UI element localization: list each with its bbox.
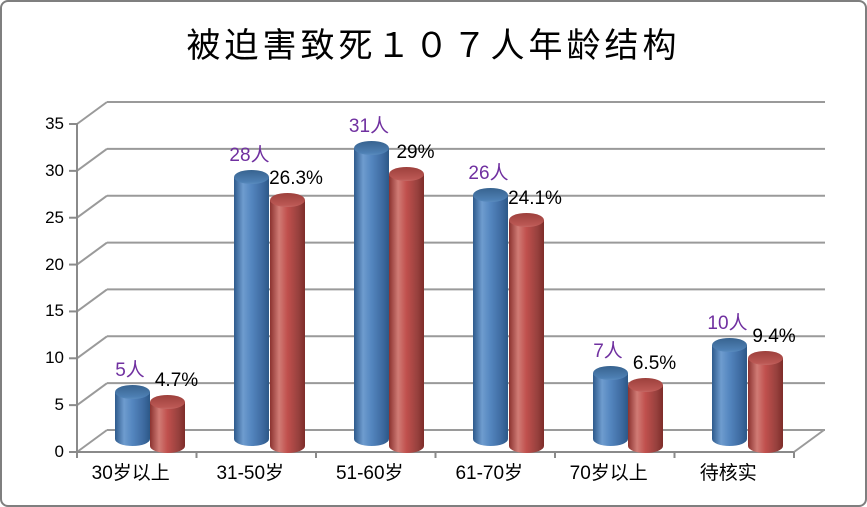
gridline [76, 429, 108, 453]
bar-cylinder-count [353, 141, 389, 446]
bar-cylinder-percent [150, 394, 185, 453]
bar-body [234, 176, 269, 446]
bar-cylinder-percent [747, 350, 783, 453]
x-axis-category-label: 31-50岁 [216, 463, 285, 484]
bar-top-ellipse [592, 366, 628, 381]
bar-body [150, 401, 185, 453]
gridline [76, 148, 108, 172]
gridline [76, 382, 108, 406]
x-axis-category-label: 61-70岁 [455, 463, 524, 484]
y-axis-tick-label: 0 [54, 442, 64, 461]
gridline [76, 241, 108, 266]
data-label-percent: 9.4% [752, 325, 796, 347]
bar-body [473, 195, 508, 446]
bar-body [628, 385, 663, 453]
bar-cylinder-count [473, 188, 508, 446]
bar-body [389, 174, 424, 453]
bar-top-ellipse [150, 394, 185, 409]
bar-cylinder-percent [389, 167, 424, 453]
gridline [76, 101, 108, 125]
x-axis-category-label: 70岁以上 [569, 463, 648, 484]
bar-cylinder-count [592, 366, 628, 446]
y-axis-tick-label: 25 [45, 207, 64, 227]
gridline [76, 288, 108, 313]
y-axis-tick-label: 10 [45, 348, 64, 368]
bar-body [269, 199, 305, 453]
bar-body [747, 357, 783, 453]
gridline [76, 335, 108, 360]
bar-body [592, 373, 628, 446]
bar-top-ellipse [508, 213, 544, 228]
data-label-count: 7人 [593, 341, 623, 363]
bar-top-ellipse [747, 350, 783, 365]
bar-top-ellipse [628, 378, 663, 393]
bar-cylinder-count [114, 385, 150, 446]
data-label-percent: 29% [396, 142, 435, 164]
data-label-count: 5人 [115, 360, 145, 382]
data-label-percent: 4.7% [154, 369, 199, 391]
x-axis-category-label: 30岁以上 [91, 463, 170, 484]
bar-cylinder-count [712, 338, 747, 446]
data-label-percent: 26.3% [269, 167, 323, 189]
chart-title: 被迫害致死１０７人年龄结构 [186, 27, 681, 65]
bar-body [114, 392, 150, 446]
data-label-count: 26人 [468, 163, 509, 185]
bar-body [353, 148, 389, 446]
bar-body [712, 345, 747, 446]
data-label-percent: 6.5% [632, 353, 677, 375]
y-axis-tick-label: 35 [45, 114, 64, 133]
bar-cylinder-percent [508, 213, 544, 453]
gridline [793, 429, 825, 453]
bar-top-ellipse [389, 167, 424, 182]
bar-top-ellipse [114, 385, 150, 400]
gridline [76, 194, 108, 219]
bar-top-ellipse [234, 169, 269, 184]
y-axis-tick-label: 30 [45, 160, 64, 180]
bar-top-ellipse [269, 192, 305, 207]
x-axis-category-label: 待核实 [699, 463, 757, 484]
y-axis-tick-label: 20 [45, 254, 64, 274]
bar-cylinder-count [234, 169, 269, 446]
bar-top-ellipse [712, 338, 747, 353]
data-label-count: 28人 [229, 144, 270, 166]
x-axis-category-label: 51-60岁 [335, 463, 404, 484]
bar-cylinder-percent [269, 192, 305, 453]
bar-cylinder-percent [628, 378, 663, 453]
bar-body [508, 220, 544, 453]
data-label-count: 10人 [707, 313, 748, 335]
bar-top-ellipse [353, 141, 389, 156]
y-axis-tick-label: 15 [45, 301, 64, 321]
data-label-count: 31人 [348, 116, 390, 138]
y-axis-tick-label: 5 [54, 395, 64, 415]
data-label-percent: 24.1% [508, 188, 562, 210]
bar-top-ellipse [473, 188, 508, 203]
